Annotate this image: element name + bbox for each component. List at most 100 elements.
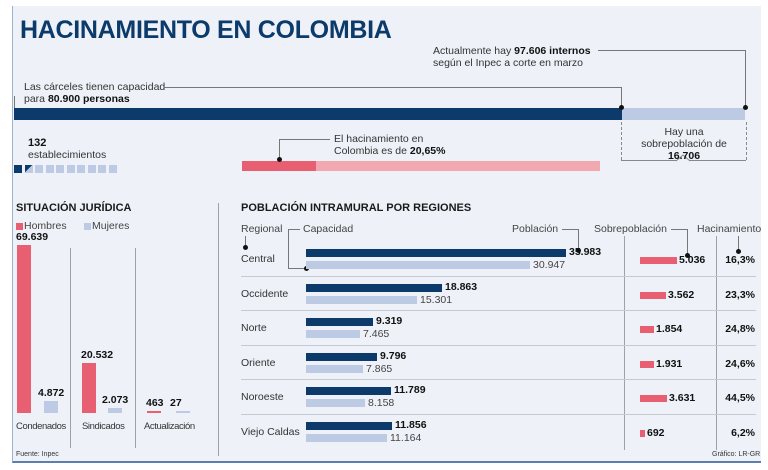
- overcrowding-line1: El hacinamiento en: [334, 133, 424, 145]
- regional-dot: [243, 245, 248, 250]
- inmates-leader-line: [598, 50, 745, 51]
- regional-leader: [245, 236, 246, 246]
- legal-bar-hombres: [17, 245, 31, 413]
- region-overpopulation-bar: [640, 326, 654, 333]
- region-population-value: 9.796: [380, 349, 407, 362]
- capacity-left-tick: [14, 96, 15, 108]
- page-title: HACINAMIENTO EN COLOMBIA: [20, 16, 392, 44]
- region-population-value: 18.863: [445, 280, 478, 293]
- region-capacity-bar: [306, 295, 417, 304]
- hacinamiento-dot: [736, 249, 741, 254]
- region-capacity-value: 8.158: [368, 397, 395, 409]
- regions-divider-2: [716, 236, 717, 450]
- capacity-leader-line: [164, 87, 622, 88]
- region-overpopulation-value: 3.562: [668, 288, 695, 301]
- establishment-square: [108, 165, 117, 173]
- region-overpopulation-bar: [640, 291, 666, 299]
- overcrowding-value: 20,65%: [409, 145, 446, 157]
- legal-category-label: Actualización: [144, 421, 195, 432]
- region-label: Noroeste: [241, 391, 284, 403]
- inmates-text-line2: según el Inpec a corte en marzo: [433, 57, 584, 69]
- region-row-divider: [241, 345, 756, 346]
- inmates-annotation: Actualmente hay 97.606 internos según el…: [433, 45, 591, 69]
- region-population-bar: [306, 387, 391, 395]
- region-hacinamiento-value: 44,5%: [725, 392, 755, 404]
- capacity-marker-dot: [619, 105, 624, 110]
- establishment-square: [45, 165, 54, 173]
- region-capacity-value: 15.301: [420, 293, 453, 306]
- capacity-bar-segment: [14, 108, 622, 120]
- capacity-population-bar: [14, 108, 745, 120]
- region-overpopulation-value: 5.036: [679, 254, 706, 266]
- region-population-value: 11.789: [394, 384, 426, 396]
- establishments-squares: [14, 165, 124, 173]
- legend-hombres-swatch: [16, 223, 23, 230]
- overpopulation-callout-bracket: [621, 122, 747, 160]
- establishments-count: 132: [28, 137, 47, 149]
- overcrowding-leader-line: [279, 139, 330, 140]
- region-capacity-bar: [306, 399, 365, 407]
- region-hacinamiento-value: 23,3%: [725, 288, 755, 301]
- region-population-bar: [306, 249, 566, 257]
- legal-category-label: Condenados: [16, 421, 66, 432]
- region-label: Oriente: [241, 356, 276, 369]
- section-divider: [218, 203, 219, 456]
- region-label: Occidente: [241, 287, 289, 300]
- header-poblacion: Población: [512, 223, 559, 235]
- sobrepoblacion-leader-top: [671, 229, 687, 230]
- establishment-square: [24, 165, 33, 173]
- legend-hombres-label: Hombres: [24, 220, 67, 232]
- legal-bar-label: 463: [146, 397, 164, 409]
- establishment-square: [56, 165, 64, 173]
- establishment-square: [98, 165, 106, 173]
- region-row-divider: [241, 310, 756, 311]
- legal-bar-label: 27: [170, 397, 182, 409]
- overcrowding-leader-drop: [279, 139, 280, 159]
- sobrepoblacion-dot: [685, 253, 690, 258]
- region-hacinamiento-value: 16,3%: [725, 254, 755, 266]
- poblacion-leader-top: [562, 229, 578, 230]
- legal-bar-label: 20.532: [81, 349, 114, 361]
- region-label: Viejo Caldas: [241, 425, 300, 438]
- legal-bar-mujeres: [108, 408, 122, 413]
- legal-status-divider-2: [135, 248, 136, 448]
- region-capacity-value: 7.865: [366, 362, 393, 375]
- inmates-text: Actualmente hay: [433, 45, 515, 57]
- capacidad-leader-bottom: [288, 268, 306, 269]
- capacity-value: 80.900 personas: [47, 93, 130, 105]
- region-population-value: 11.856: [395, 418, 427, 431]
- header-regional: Regional: [241, 223, 283, 235]
- overcrowding-bar: [242, 161, 600, 171]
- region-hacinamiento-value: 24,8%: [725, 323, 755, 335]
- region-label: Central: [241, 253, 275, 265]
- legal-status-chart: 69.639 4.872 Condenados 20.532 2.073 Sindicad…: [0, 0, 218, 470]
- legal-status-divider-1: [70, 248, 71, 448]
- region-capacity-bar: [306, 433, 387, 442]
- region-capacity-bar: [306, 261, 530, 269]
- overpopulation-callout: Hay una sobrepoblación de 16.706: [622, 126, 746, 162]
- region-row-divider: [241, 414, 756, 415]
- footer-credit: Gráfico: LR-GR: [712, 451, 761, 458]
- region-capacity-value: 7.465: [363, 328, 390, 340]
- legal-status-title: SITUACIÓN JURÍDICA: [16, 202, 132, 214]
- region-overpopulation-value: 1.854: [656, 323, 683, 335]
- legend-mujeres-swatch: [84, 223, 91, 230]
- hacinamiento-leader: [738, 236, 739, 250]
- legal-bar-label: 2.073: [102, 394, 129, 406]
- region-population-bar: [306, 421, 392, 430]
- region-capacity-bar: [306, 364, 363, 373]
- region-hacinamiento-value: 6,2%: [731, 426, 755, 439]
- header-hacinamiento: Hacinamiento: [697, 223, 762, 235]
- region-population-bar: [306, 283, 442, 292]
- region-overpopulation-value: 3.631: [669, 392, 696, 404]
- region-population-value: 35.983: [569, 246, 602, 258]
- establishment-square: [87, 165, 96, 173]
- capacity-leader-drop: [621, 87, 622, 107]
- region-overpopulation-value: 1.931: [656, 357, 683, 370]
- region-capacity-value: 11.164: [390, 431, 422, 444]
- capacity-annotation: Las cárceles tienen capacidad para 80.90…: [24, 81, 165, 105]
- callout-pointer-icon: [676, 154, 690, 162]
- inmates-leader-drop: [745, 50, 746, 107]
- capacity-text: Las cárceles tienen capacidad: [24, 81, 166, 93]
